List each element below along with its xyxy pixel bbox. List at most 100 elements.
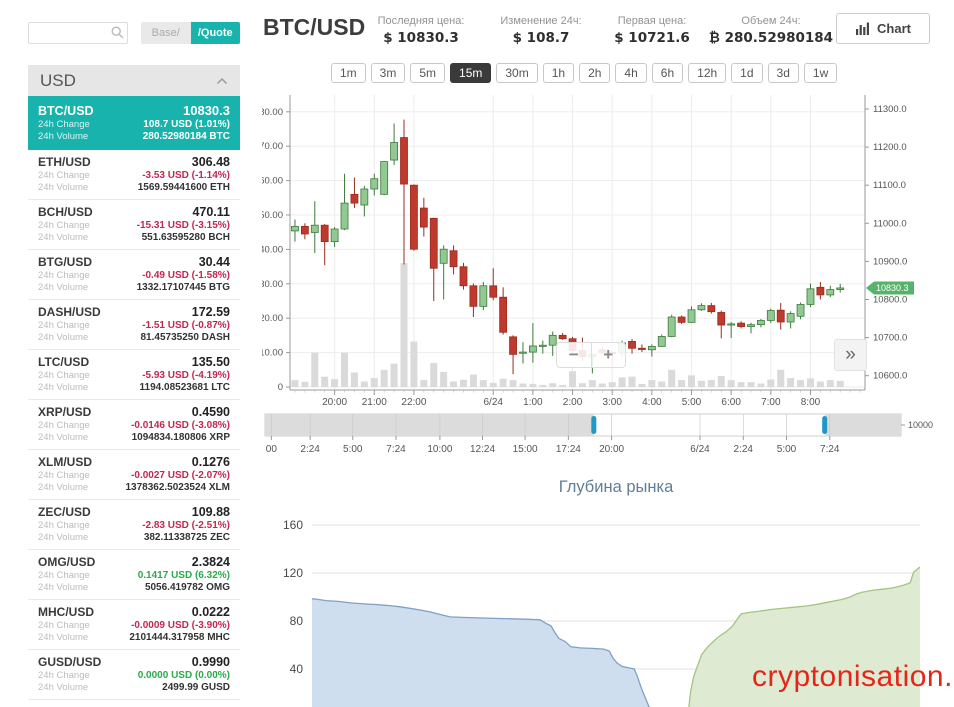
volume-label: 24h Volume — [38, 432, 89, 443]
volume-label: 24h Volume — [38, 532, 89, 543]
quote-toggle-button[interactable]: /Quote — [190, 22, 240, 44]
header-stat: Последняя цена: $ 10830.3 — [378, 15, 465, 46]
timeframe-button-1d[interactable]: 1d — [731, 63, 763, 83]
timeframe-button-30m[interactable]: 30m — [496, 63, 538, 83]
timeframe-button-3m[interactable]: 3m — [370, 63, 406, 83]
pair-row[interactable]: BTG/USD 30.44 24h Change -0.49 USD (-1.5… — [28, 250, 240, 300]
timeframe-button-4h[interactable]: 4h — [615, 63, 647, 83]
timeframe-button-15m[interactable]: 15m — [450, 63, 492, 83]
svg-text:3:00: 3:00 — [602, 397, 622, 408]
pair-row[interactable]: OMG/USD 2.3824 24h Change 0.1417 USD (6.… — [28, 550, 240, 600]
change-label: 24h Change — [38, 620, 90, 631]
pair-row[interactable]: MHC/USD 0.0222 24h Change -0.0009 USD (-… — [28, 600, 240, 650]
pair-row[interactable]: BTC/USD 10830.3 24h Change 108.7 USD (1.… — [28, 96, 240, 150]
svg-text:160: 160 — [283, 518, 303, 532]
search-input[interactable] — [28, 22, 128, 44]
change-label: 24h Change — [38, 170, 90, 181]
volume-value: 1194.08523681 LTC — [139, 382, 230, 393]
svg-text:5:00: 5:00 — [777, 444, 797, 455]
pair-row[interactable]: ETH/USD 306.48 24h Change -3.53 USD (-1.… — [28, 150, 240, 200]
zoom-out-button[interactable]: − — [557, 343, 592, 367]
svg-text:6/24: 6/24 — [690, 444, 710, 455]
change-label: 24h Change — [38, 520, 90, 531]
change-value: -0.0146 USD (-3.08%) — [131, 420, 230, 431]
volume-value: 2101444.317958 MHC — [129, 632, 230, 643]
chart-button-label: Chart — [877, 21, 911, 36]
scroll-right-button[interactable]: » — [834, 339, 867, 371]
pair-name: OMG/USD — [38, 555, 96, 569]
svg-text:2:00: 2:00 — [563, 397, 583, 408]
svg-text:8:00: 8:00 — [801, 397, 821, 408]
market-depth-chart[interactable]: Глубина рынка 160 120 80 40 — [262, 470, 954, 707]
svg-text:10000: 10000 — [908, 420, 933, 430]
zoom-in-button[interactable]: + — [603, 345, 614, 364]
volume-value: 1332.17107445 BTG — [136, 282, 230, 293]
volume-value: 81.45735250 DASH — [140, 332, 230, 343]
timeframe-button-1h[interactable]: 1h — [542, 63, 575, 83]
pair-name: DASH/USD — [38, 305, 101, 319]
svg-text:21:00: 21:00 — [362, 397, 387, 408]
volume-label: 24h Volume — [38, 682, 89, 693]
timeframe-button-6h[interactable]: 6h — [651, 63, 684, 83]
change-value: 0.1417 USD (6.32%) — [137, 570, 230, 581]
change-value: -2.83 USD (-2.51%) — [142, 520, 230, 531]
timeframe-button-12h[interactable]: 12h — [688, 63, 727, 83]
pair-row[interactable]: BCH/USD 470.11 24h Change -15.31 USD (-3… — [28, 200, 240, 250]
timeframe-button-2h[interactable]: 2h — [579, 63, 611, 83]
pair-price: 306.48 — [191, 155, 230, 169]
stat-value: $ 10830.3 — [383, 30, 459, 46]
change-label: 24h Change — [38, 570, 90, 581]
pair-price: 0.1276 — [191, 455, 230, 469]
pair-price: 2.3824 — [191, 555, 230, 569]
volume-label: 24h Volume — [38, 282, 89, 293]
svg-text:120: 120 — [283, 566, 303, 580]
svg-text:11300.0: 11300.0 — [873, 104, 907, 115]
pair-row[interactable]: XRP/USD 0.4590 24h Change -0.0146 USD (-… — [28, 400, 240, 450]
svg-text:10900.0: 10900.0 — [873, 256, 907, 267]
volume-value: 551.63595280 BCH — [141, 232, 230, 243]
pair-row[interactable]: XLM/USD 0.1276 24h Change -0.0027 USD (-… — [28, 450, 240, 500]
bids-area — [312, 598, 650, 707]
pair-row[interactable]: GUSD/USD 0.9990 24h Change 0.0000 USD (0… — [28, 650, 240, 700]
chart-view-button[interactable]: Chart — [836, 13, 930, 44]
volume-value: 1094834.180806 XRP — [131, 432, 230, 443]
header-stat: Первая цена: $ 10721.6 — [614, 15, 690, 46]
header-stat: Изменение 24ч: $ 108.7 — [500, 15, 581, 46]
timeframe-button-1w[interactable]: 1w — [803, 63, 838, 83]
timeframe-button-3d[interactable]: 3d — [767, 63, 799, 83]
header-stat: Объем 24ч: ₿ 280.52980184 — [709, 15, 833, 46]
change-value: -15.31 USD (-3.15%) — [136, 220, 230, 231]
svg-text:00: 00 — [266, 444, 278, 455]
base-toggle-button[interactable]: Base/ — [141, 22, 191, 44]
search-box — [28, 22, 128, 44]
navigator-handle — [591, 416, 597, 434]
change-value: 0.0000 USD (0.00%) — [137, 670, 230, 681]
pair-name: BTC/USD — [38, 104, 94, 118]
symbol-title: BTC/USD — [263, 14, 366, 40]
pair-row[interactable]: DASH/USD 172.59 24h Change -1.51 USD (-0… — [28, 300, 240, 350]
volume-label: 24h Volume — [38, 131, 89, 142]
pair-row[interactable]: ZEC/USD 109.88 24h Change -2.83 USD (-2.… — [28, 500, 240, 550]
change-value: -5.93 USD (-4.19%) — [142, 370, 230, 381]
pair-row[interactable]: LTC/USD 135.50 24h Change -5.93 USD (-4.… — [28, 350, 240, 400]
svg-text:10800.0: 10800.0 — [873, 295, 907, 306]
svg-text:6/24: 6/24 — [483, 397, 503, 408]
volume-value: 1378362.5023524 XLM — [125, 482, 230, 493]
svg-text:20.00: 20.00 — [262, 313, 283, 324]
svg-text:60.00: 60.00 — [262, 176, 283, 187]
svg-text:50.00: 50.00 — [262, 210, 283, 221]
volume-value: 5056.419782 OMG — [144, 582, 230, 593]
search-icon — [111, 26, 124, 39]
navigator-handle — [822, 416, 828, 434]
timeframe-button-1m[interactable]: 1m — [331, 63, 366, 83]
svg-text:10700.0: 10700.0 — [873, 333, 907, 344]
currency-group-header-usd[interactable]: USD — [28, 65, 240, 96]
candlestick-chart[interactable]: 0 10.00 20.00 30.00 40.00 50.00 60.00 70.00 80.0… — [262, 88, 954, 460]
stat-label: Объем 24ч: — [741, 15, 801, 27]
timeframe-button-5m[interactable]: 5m — [410, 63, 446, 83]
svg-text:80: 80 — [290, 614, 304, 628]
change-label: 24h Change — [38, 119, 90, 130]
change-value: -0.49 USD (-1.58%) — [142, 270, 230, 281]
pair-name: XLM/USD — [38, 455, 92, 469]
